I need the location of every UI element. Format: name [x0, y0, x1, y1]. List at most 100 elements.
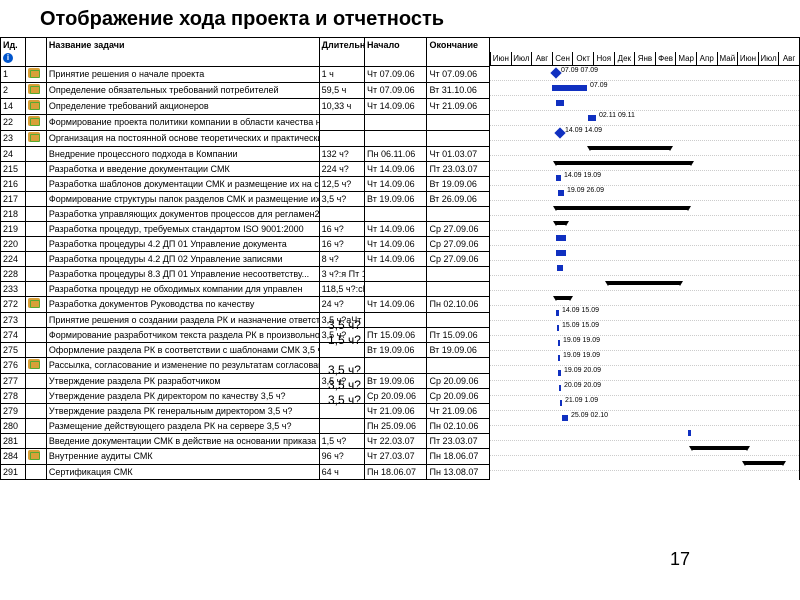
task-row[interactable]: 22Формирование проекта политики компании… [1, 114, 490, 130]
cell-name[interactable]: Формирование структуры папок разделов СМ… [46, 191, 319, 206]
task-bar[interactable] [557, 265, 563, 271]
cell-duration[interactable] [319, 114, 364, 130]
task-bar[interactable] [557, 325, 559, 331]
task-bar[interactable] [588, 115, 596, 121]
cell-end[interactable]: Ср 20.09.06 [427, 373, 490, 388]
summary-bar[interactable] [692, 446, 747, 450]
cell-name[interactable]: Утверждение раздела РК генеральным дирек… [46, 403, 319, 418]
cell-end[interactable]: Пт 15.09.06 [427, 327, 490, 342]
cell-name[interactable]: Утверждение раздела РК разработчиком [46, 373, 319, 388]
cell-start[interactable]: Чт 21.09.06 [365, 403, 427, 418]
cell-duration[interactable]: 118,5 ч?:сПт 11.12.06амЧт 22.03.07 [319, 281, 364, 296]
cell-duration[interactable]: 16 ч? [319, 221, 364, 236]
cell-end[interactable] [427, 312, 490, 327]
cell-duration[interactable]: 59,5 ч [319, 82, 364, 98]
cell-end[interactable]: Ср 27.09.06 [427, 221, 490, 236]
cell-start[interactable]: Чт 14.09.06 [365, 296, 427, 312]
cell-end[interactable]: Вт 19.09.06 [427, 342, 490, 357]
cell-name[interactable]: Разработка процедур, требуемых стандарто… [46, 221, 319, 236]
task-row[interactable]: 224 Разработка процедуры 4.2 ДП 02 Управ… [1, 251, 490, 266]
task-row[interactable]: 228 Разработка процедуры 8.3 ДП 01 Управ… [1, 266, 490, 281]
cell-end[interactable] [427, 114, 490, 130]
cell-start[interactable]: Чт 14.09.06 [365, 176, 427, 191]
cell-name[interactable]: Формирование разработчиком текста раздел… [46, 327, 319, 342]
task-row[interactable]: 216 Разработка шаблонов документации СМК… [1, 176, 490, 191]
cell-name[interactable]: Внедрение процессного подхода в Компании [46, 146, 319, 161]
summary-bar[interactable] [556, 221, 566, 225]
milestone[interactable] [550, 67, 561, 78]
cell-duration[interactable]: 12,5 ч? [319, 176, 364, 191]
task-row[interactable]: 1Принятие решения о начале проекта1 чЧт … [1, 66, 490, 82]
task-row[interactable]: 280 Размещение действующего раздела РК н… [1, 418, 490, 433]
cell-name[interactable]: Разработка документов Руководства по кач… [46, 296, 319, 312]
cell-name[interactable]: Внутренние аудиты СМК [46, 448, 319, 464]
summary-bar[interactable] [608, 281, 680, 285]
task-row[interactable]: 279 Утверждение раздела РК генеральным д… [1, 403, 490, 418]
cell-start[interactable] [365, 266, 427, 281]
task-bar[interactable] [558, 190, 564, 196]
cell-start[interactable]: Вт 19.09.06 [365, 373, 427, 388]
cell-duration[interactable]: 132 ч? [319, 146, 364, 161]
cell-end[interactable]: Ср 27.09.06 [427, 236, 490, 251]
milestone[interactable] [554, 127, 565, 138]
task-row[interactable]: 275 Оформление раздела РК в соответствии… [1, 342, 490, 357]
cell-end[interactable]: Чт 01.03.07 [427, 146, 490, 161]
task-row[interactable]: 215Разработка и введение документации СМ… [1, 161, 490, 176]
cell-end[interactable]: Вт 31.10.06 [427, 82, 490, 98]
task-row[interactable]: 218 Разработка управляющих документов пр… [1, 206, 490, 221]
cell-end[interactable] [427, 281, 490, 296]
cell-end[interactable]: Ср 27.09.06 [427, 251, 490, 266]
cell-start[interactable]: Чт 07.09.06 [365, 66, 427, 82]
cell-start[interactable]: Чт 14.09.06 [365, 251, 427, 266]
summary-bar[interactable] [556, 206, 688, 210]
cell-duration[interactable]: 1,5 ч? [319, 433, 364, 448]
task-row[interactable]: 274 Формирование разработчиком текста ра… [1, 327, 490, 342]
cell-name[interactable]: Принятие решения о начале проекта [46, 66, 319, 82]
cell-end[interactable]: Ср 20.09.06 [427, 388, 490, 403]
cell-start[interactable]: Пн 06.11.06 [365, 146, 427, 161]
task-bar[interactable] [558, 355, 560, 361]
task-bar[interactable] [560, 400, 562, 406]
cell-start[interactable]: Чт 14.09.06 [365, 221, 427, 236]
cell-name[interactable]: Принятие решения о создании раздела РК и… [46, 312, 319, 327]
cell-duration[interactable]: 1 ч [319, 66, 364, 82]
task-bar[interactable] [558, 340, 560, 346]
task-row[interactable]: 276 Рассылка, согласование и изменение п… [1, 357, 490, 373]
task-row[interactable]: 291Сертификация СМК64 чПн 18.06.07Пн 13.… [1, 464, 490, 479]
cell-start[interactable]: Чт 14.09.06 [365, 98, 427, 114]
cell-name[interactable]: Разработка управляющих документов процес… [46, 206, 319, 221]
cell-name[interactable]: Определение требований акционеров [46, 98, 319, 114]
cell-duration[interactable]: 3,5 ч? [319, 191, 364, 206]
cell-duration[interactable]: 64 ч [319, 464, 364, 479]
task-row[interactable]: 220 Разработка процедуры 4.2 ДП 01 Управ… [1, 236, 490, 251]
cell-end[interactable]: Чт 07.09.06 [427, 66, 490, 82]
task-bar[interactable] [556, 100, 564, 106]
col-id[interactable]: Ид.i [1, 38, 26, 66]
cell-end[interactable]: Вт 19.09.06 [427, 176, 490, 191]
cell-duration[interactable] [319, 130, 364, 146]
cell-duration[interactable]: 24 ч? [319, 296, 364, 312]
cell-start[interactable]: Чт 27.03.07 [365, 448, 427, 464]
task-row[interactable]: 277 Утверждение раздела РК разработчиком… [1, 373, 490, 388]
task-row[interactable]: 272 Разработка документов Руководства по… [1, 296, 490, 312]
task-row[interactable]: 281 Введение документации СМК в действие… [1, 433, 490, 448]
cell-start[interactable]: Ср 20.09.06 [365, 388, 427, 403]
col-end[interactable]: Окончание [427, 38, 490, 66]
task-row[interactable]: 2Определение обязательных требований пот… [1, 82, 490, 98]
cell-name[interactable]: Разработка процедуры 8.3 ДП 01 Управлени… [46, 266, 319, 281]
task-bar[interactable] [556, 235, 566, 241]
cell-start[interactable] [365, 312, 427, 327]
task-bar[interactable] [558, 370, 561, 376]
cell-end[interactable]: Пт 23.03.07 [427, 433, 490, 448]
cell-name[interactable]: Введение документации СМК в действие на … [46, 433, 319, 448]
cell-end[interactable]: Пт 23.03.07 [427, 161, 490, 176]
task-bar[interactable] [556, 310, 559, 316]
summary-bar[interactable] [745, 461, 783, 465]
cell-duration[interactable] [319, 206, 364, 221]
cell-start[interactable] [365, 357, 427, 373]
cell-start[interactable] [365, 281, 427, 296]
cell-name[interactable]: Разработка шаблонов документации СМК и р… [46, 176, 319, 191]
task-row[interactable]: 14Определение требований акционеров10,33… [1, 98, 490, 114]
task-bar[interactable] [562, 415, 568, 421]
cell-name[interactable]: Организация на постоянной основе теорети… [46, 130, 319, 146]
